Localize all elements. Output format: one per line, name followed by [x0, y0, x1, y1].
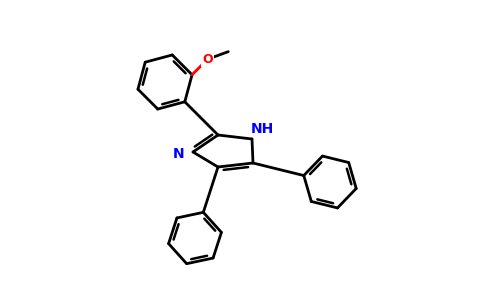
Text: N: N — [173, 147, 185, 161]
Text: NH: NH — [250, 122, 273, 136]
Text: O: O — [202, 53, 213, 66]
